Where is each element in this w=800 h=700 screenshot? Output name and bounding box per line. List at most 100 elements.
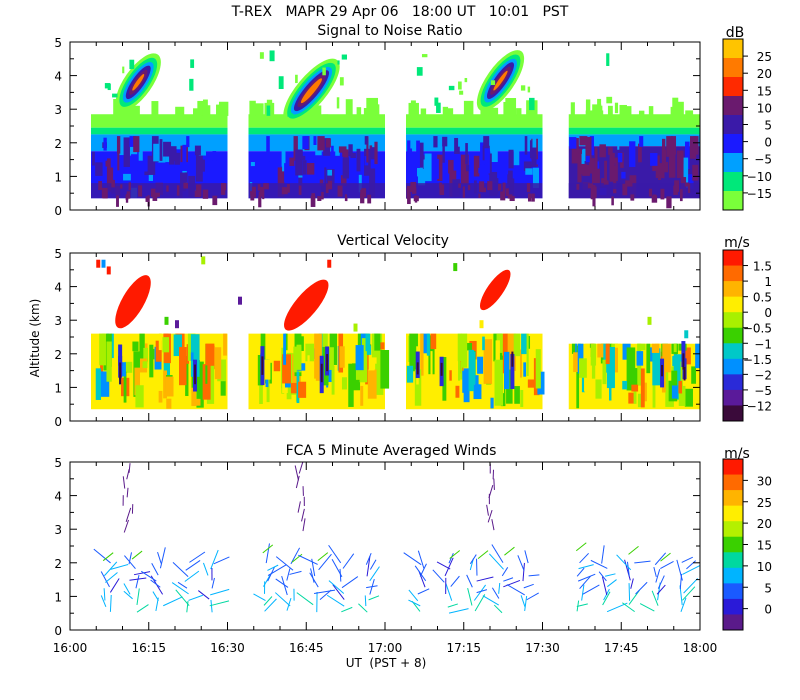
vv-streak [671,385,678,399]
x-tick-label: 16:30 [210,641,245,655]
snr-speckle [527,86,531,93]
wind-barb [309,572,319,588]
snr-patch [585,155,590,163]
snr-patch [216,104,227,116]
wind-profile [198,549,230,613]
wind-barb [109,578,120,593]
snr-band [406,127,543,135]
wind-barb [318,553,332,571]
snr-patch [281,187,288,195]
colorbar-segment [723,343,743,360]
wind-barb [369,566,380,582]
snr-patch [525,168,533,175]
snr-patch [303,160,307,175]
vv-streak [368,346,375,371]
wind-profile [140,547,183,612]
wind-barb [408,589,419,602]
snr-patch [259,186,264,197]
vv-streak [483,339,493,384]
wind-barb [414,565,427,582]
snr-patch [603,180,609,185]
wind-barb [476,576,494,582]
vv-streak [597,343,606,358]
snr-patch [483,136,490,147]
snr-speckle [434,97,439,106]
snr-patch [458,136,463,147]
snr-patch [619,104,627,116]
vv-streak [523,362,527,377]
snr-patch [317,136,325,151]
wind-barb [209,600,230,607]
wind-barb [339,568,342,582]
snr-patch [662,138,666,154]
snr-speckle [614,102,619,114]
wind-profile [358,552,380,613]
vv-streak [262,359,271,380]
snr-patch [626,106,632,116]
vv-streak [631,384,639,392]
wind-barb [100,571,110,588]
snr-patch [524,136,528,155]
snr-patch [582,148,587,162]
snr-patch [630,194,635,201]
snr-panel: Signal to Noise Ratio dB 0 1 2 3 4 5 25 20 15 10… [54,23,772,218]
snr-patch [441,165,446,171]
wind-barb [501,567,509,577]
wind-barb [473,584,487,601]
vv-speckle [201,256,206,265]
snr-patch [685,141,690,170]
snr-patch [182,144,187,171]
snr-patch [684,182,689,187]
vv-streak [573,352,581,373]
wind-barb [486,504,489,516]
vv-streak [691,366,696,384]
snr-patch [604,160,608,183]
colorbar-segment [723,39,743,59]
wind-barb [676,559,683,581]
snr-patch [350,152,356,158]
vv-streak [520,389,524,408]
snr-patch [666,196,672,209]
colorbar-label: 5 [764,119,772,133]
snr-patch [249,100,256,116]
snr-patch [103,190,108,199]
wind-barb [488,484,494,499]
wind-barb [575,542,587,552]
snr-patch [661,190,664,195]
vv-streak [155,340,162,362]
wind-profile [482,544,521,614]
wind-barb [310,568,315,583]
snr-patch [212,151,217,166]
wind-barb [172,561,189,577]
snr-patch [609,152,615,182]
colorbar-segment [723,552,743,569]
snr-speckle [111,115,117,125]
snr-patch [617,136,620,150]
wind-barb [436,561,451,570]
colorbar-label: 10 [757,101,772,115]
wind-barb [448,553,454,564]
vv-streak [640,368,645,408]
echo-layer [493,70,508,91]
snr-patch [666,136,673,157]
wind-barb [368,595,380,601]
snr-patch [325,183,329,194]
colorbar-label: 20 [757,517,772,531]
snr-patch [672,97,679,116]
y-tick-label: 1 [54,381,62,395]
vv-streak [442,356,447,401]
colorbar-segment [723,296,743,313]
snr-speckle [278,76,284,90]
vv-streak [118,344,123,366]
snr-patch [428,166,437,175]
wind-barb [622,602,635,613]
snr-speckle [104,83,111,89]
vv-streak [214,347,222,380]
colorbar-label: −5 [754,384,772,398]
snr-patch [454,137,460,154]
snr-band [406,183,543,199]
wind-barb [682,565,700,575]
vv-streak [142,361,148,369]
vv-updraft [284,279,329,331]
snr-patch [169,146,177,165]
